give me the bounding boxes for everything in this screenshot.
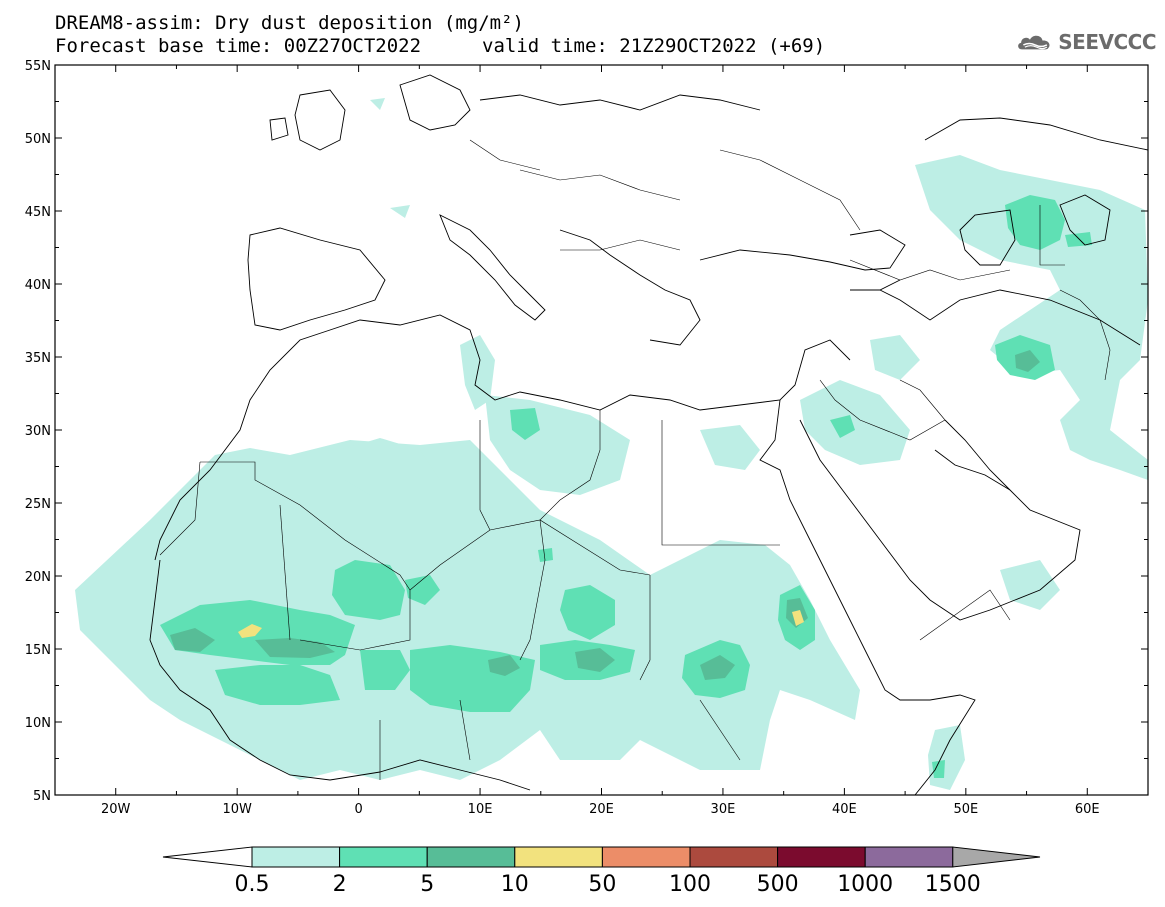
lon-label: 10E [468,802,493,817]
lat-label: 5N [33,789,51,804]
dust-field [75,98,1148,790]
colorbar-label: 100 [669,872,711,897]
lat-label: 10N [25,716,51,731]
longitude-labels: 20W 10W 0 10E 20E 30E 40E 50E 60E [101,802,1100,817]
colorbar-label: 10 [501,872,529,897]
lon-label: 30E [711,802,736,817]
colorbar-over-arrow [952,846,1041,868]
latitude-labels: 55N 50N 45N 40N 35N 30N 25N 20N 15N 10N 5N [25,59,51,804]
map-title: DREAM8-assim: Dry dust deposition (mg/m²… [55,12,524,34]
country-borders [159,139,1111,780]
axis-ticks [54,64,1149,796]
colorbar-label: 1000 [837,872,893,897]
lat-label: 20N [25,570,51,585]
lat-label: 45N [25,205,51,220]
forecast-base-time: Forecast base time: 00Z27OCT2022 [55,35,422,57]
colorbar-swatch [339,846,428,868]
lat-label: 25N [25,497,51,512]
lat-label: 50N [25,132,51,147]
colorbar-swatch [777,846,866,868]
colorbar-swatch [251,846,341,868]
colorbar-swatch [864,846,954,868]
coastlines [149,74,1148,795]
colorbar-labels: 0.5 2 5 10 50 100 500 1000 1500 [235,872,981,897]
lon-label: 20W [101,802,131,817]
lat-label: 35N [25,351,51,366]
colorbar-label: 50 [588,872,616,897]
colorbar-label: 500 [757,872,799,897]
dust-level-10 [238,610,804,638]
lon-label: 50E [953,802,978,817]
lon-label: 40E [832,802,857,817]
lat-label: 40N [25,278,51,293]
colorbar-label: 5 [420,872,434,897]
lon-label: 20E [589,802,614,817]
colorbar-under-arrow [162,846,253,868]
colorbar-swatch [689,846,779,868]
colorbar-swatch [514,846,603,868]
lon-label: 10W [222,802,252,817]
lon-label: 0 [354,802,362,817]
seevccc-logo: SEEVCCC [1016,26,1156,58]
valid-time: valid time: 21Z29OCT2022 (+69) [482,35,826,57]
colorbar-label: 1500 [925,872,981,897]
lat-label: 15N [25,643,51,658]
colorbar-swatch [426,846,516,868]
dust-level-2 [160,195,1092,778]
colorbar-label: 0.5 [235,872,270,897]
lon-label: 60E [1075,802,1100,817]
dust-level-5 [170,350,1040,680]
lat-label: 55N [25,59,51,74]
lat-label: 30N [25,424,51,439]
colorbar-swatch [601,846,691,868]
cloud-logo-icon [1018,35,1050,50]
logo-text: SEEVCCC [1058,30,1156,54]
colorbar [162,846,1041,868]
colorbar-label: 2 [333,872,347,897]
